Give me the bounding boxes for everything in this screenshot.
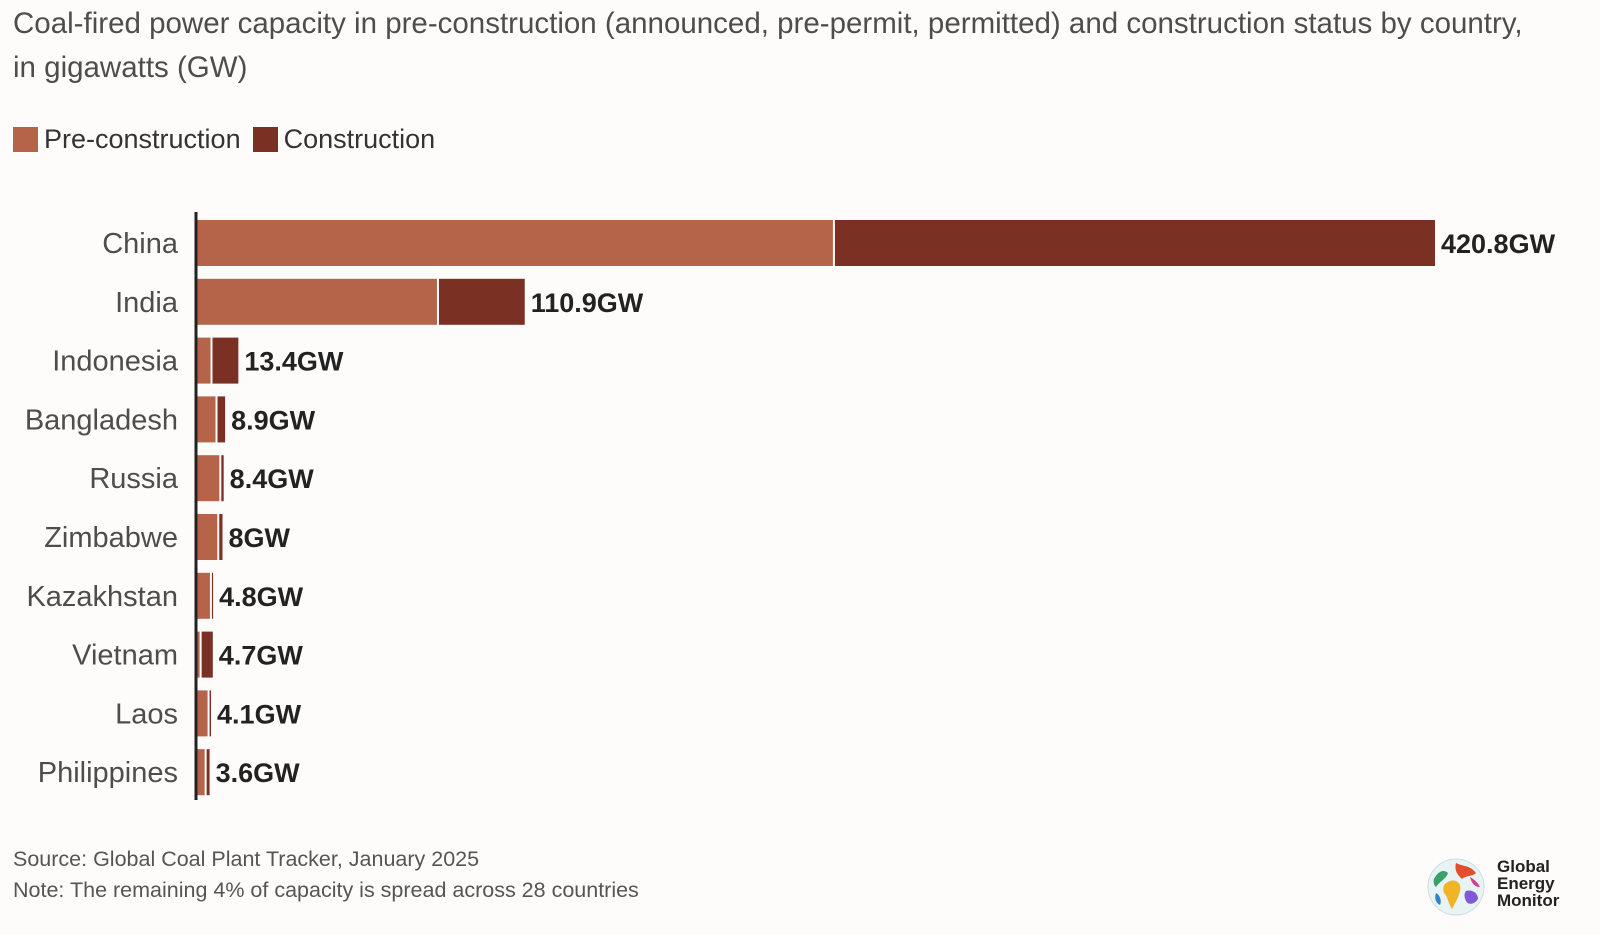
bar-construction-zimbabwe	[219, 514, 223, 560]
bar-construction-bangladesh	[217, 396, 226, 443]
value-label-philippines: 3.6GW	[216, 758, 301, 788]
category-label-bangladesh: Bangladesh	[25, 404, 178, 436]
chart-title: Coal-fired power capacity in pre-constru…	[13, 7, 1523, 84]
legend-item-pre-construction: Pre-construction	[13, 124, 241, 155]
bar-pre-construction-laos	[197, 690, 208, 737]
category-label-philippines: Philippines	[38, 757, 178, 789]
category-label-kazakhstan: Kazakhstan	[26, 581, 178, 613]
legend-swatch-construction	[252, 127, 278, 152]
bar-construction-philippines	[206, 749, 210, 796]
value-label-china: 420.8GW	[1441, 229, 1556, 259]
bar-construction-indonesia	[212, 337, 239, 384]
bar-pre-construction-india	[197, 278, 437, 325]
bar-construction-russia	[221, 455, 224, 502]
legend-swatch-pre-construction	[13, 127, 38, 152]
note-text: Note: The remaining 4% of capacity is sp…	[13, 878, 639, 902]
logo-text-line1: Global	[1497, 857, 1550, 876]
legend-label-construction: Construction	[283, 124, 436, 154]
bar-pre-construction-russia	[197, 455, 220, 502]
value-label-indonesia: 13.4GW	[244, 347, 344, 377]
category-label-china: China	[102, 228, 179, 260]
bar-construction-china	[834, 220, 1435, 266]
logo-text-line3: Monitor	[1497, 891, 1560, 910]
category-label-laos: Laos	[115, 698, 178, 730]
logo-text-line2: Energy	[1497, 874, 1555, 893]
bar-pre-construction-indonesia	[197, 337, 211, 384]
value-label-kazakhstan: 4.8GW	[219, 582, 304, 612]
category-label-india: India	[115, 287, 179, 319]
globe-logo-icon	[1427, 858, 1485, 916]
bar-construction-vietnam	[201, 631, 213, 678]
category-label-indonesia: Indonesia	[52, 346, 179, 378]
value-label-india: 110.9GW	[531, 288, 644, 318]
value-label-zimbabwe: 8GW	[228, 523, 290, 553]
source-text: Source: Global Coal Plant Tracker, Janua…	[13, 847, 480, 871]
bar-pre-construction-bangladesh	[197, 396, 216, 443]
category-label-zimbabwe: Zimbabwe	[44, 522, 178, 554]
legend-item-construction: Construction	[252, 124, 436, 155]
value-label-bangladesh: 8.9GW	[231, 405, 316, 435]
category-label-vietnam: Vietnam	[72, 640, 178, 672]
value-label-russia: 8.4GW	[230, 464, 315, 494]
bar-pre-construction-zimbabwe	[197, 514, 218, 560]
logo-wordmark: Global Energy Monitor	[1497, 858, 1559, 909]
bar-pre-construction-kazakhstan	[197, 572, 210, 619]
bar-construction-laos	[209, 690, 212, 737]
bar-construction-india	[438, 278, 525, 325]
legend-label-pre-construction: Pre-construction	[44, 124, 241, 154]
chart-legend: Pre-construction Construction	[13, 124, 447, 155]
bar-construction-kazakhstan	[211, 572, 214, 619]
category-label-russia: Russia	[89, 463, 179, 495]
bar-pre-construction-vietnam	[197, 631, 200, 678]
value-label-laos: 4.1GW	[217, 699, 302, 729]
bar-pre-construction-china	[197, 220, 833, 266]
value-label-vietnam: 4.7GW	[219, 641, 304, 671]
bar-pre-construction-philippines	[197, 749, 205, 796]
bar-chart: China 420.8GW India 110.9GW Indonesia 13.4GW B…	[25, 212, 1556, 800]
